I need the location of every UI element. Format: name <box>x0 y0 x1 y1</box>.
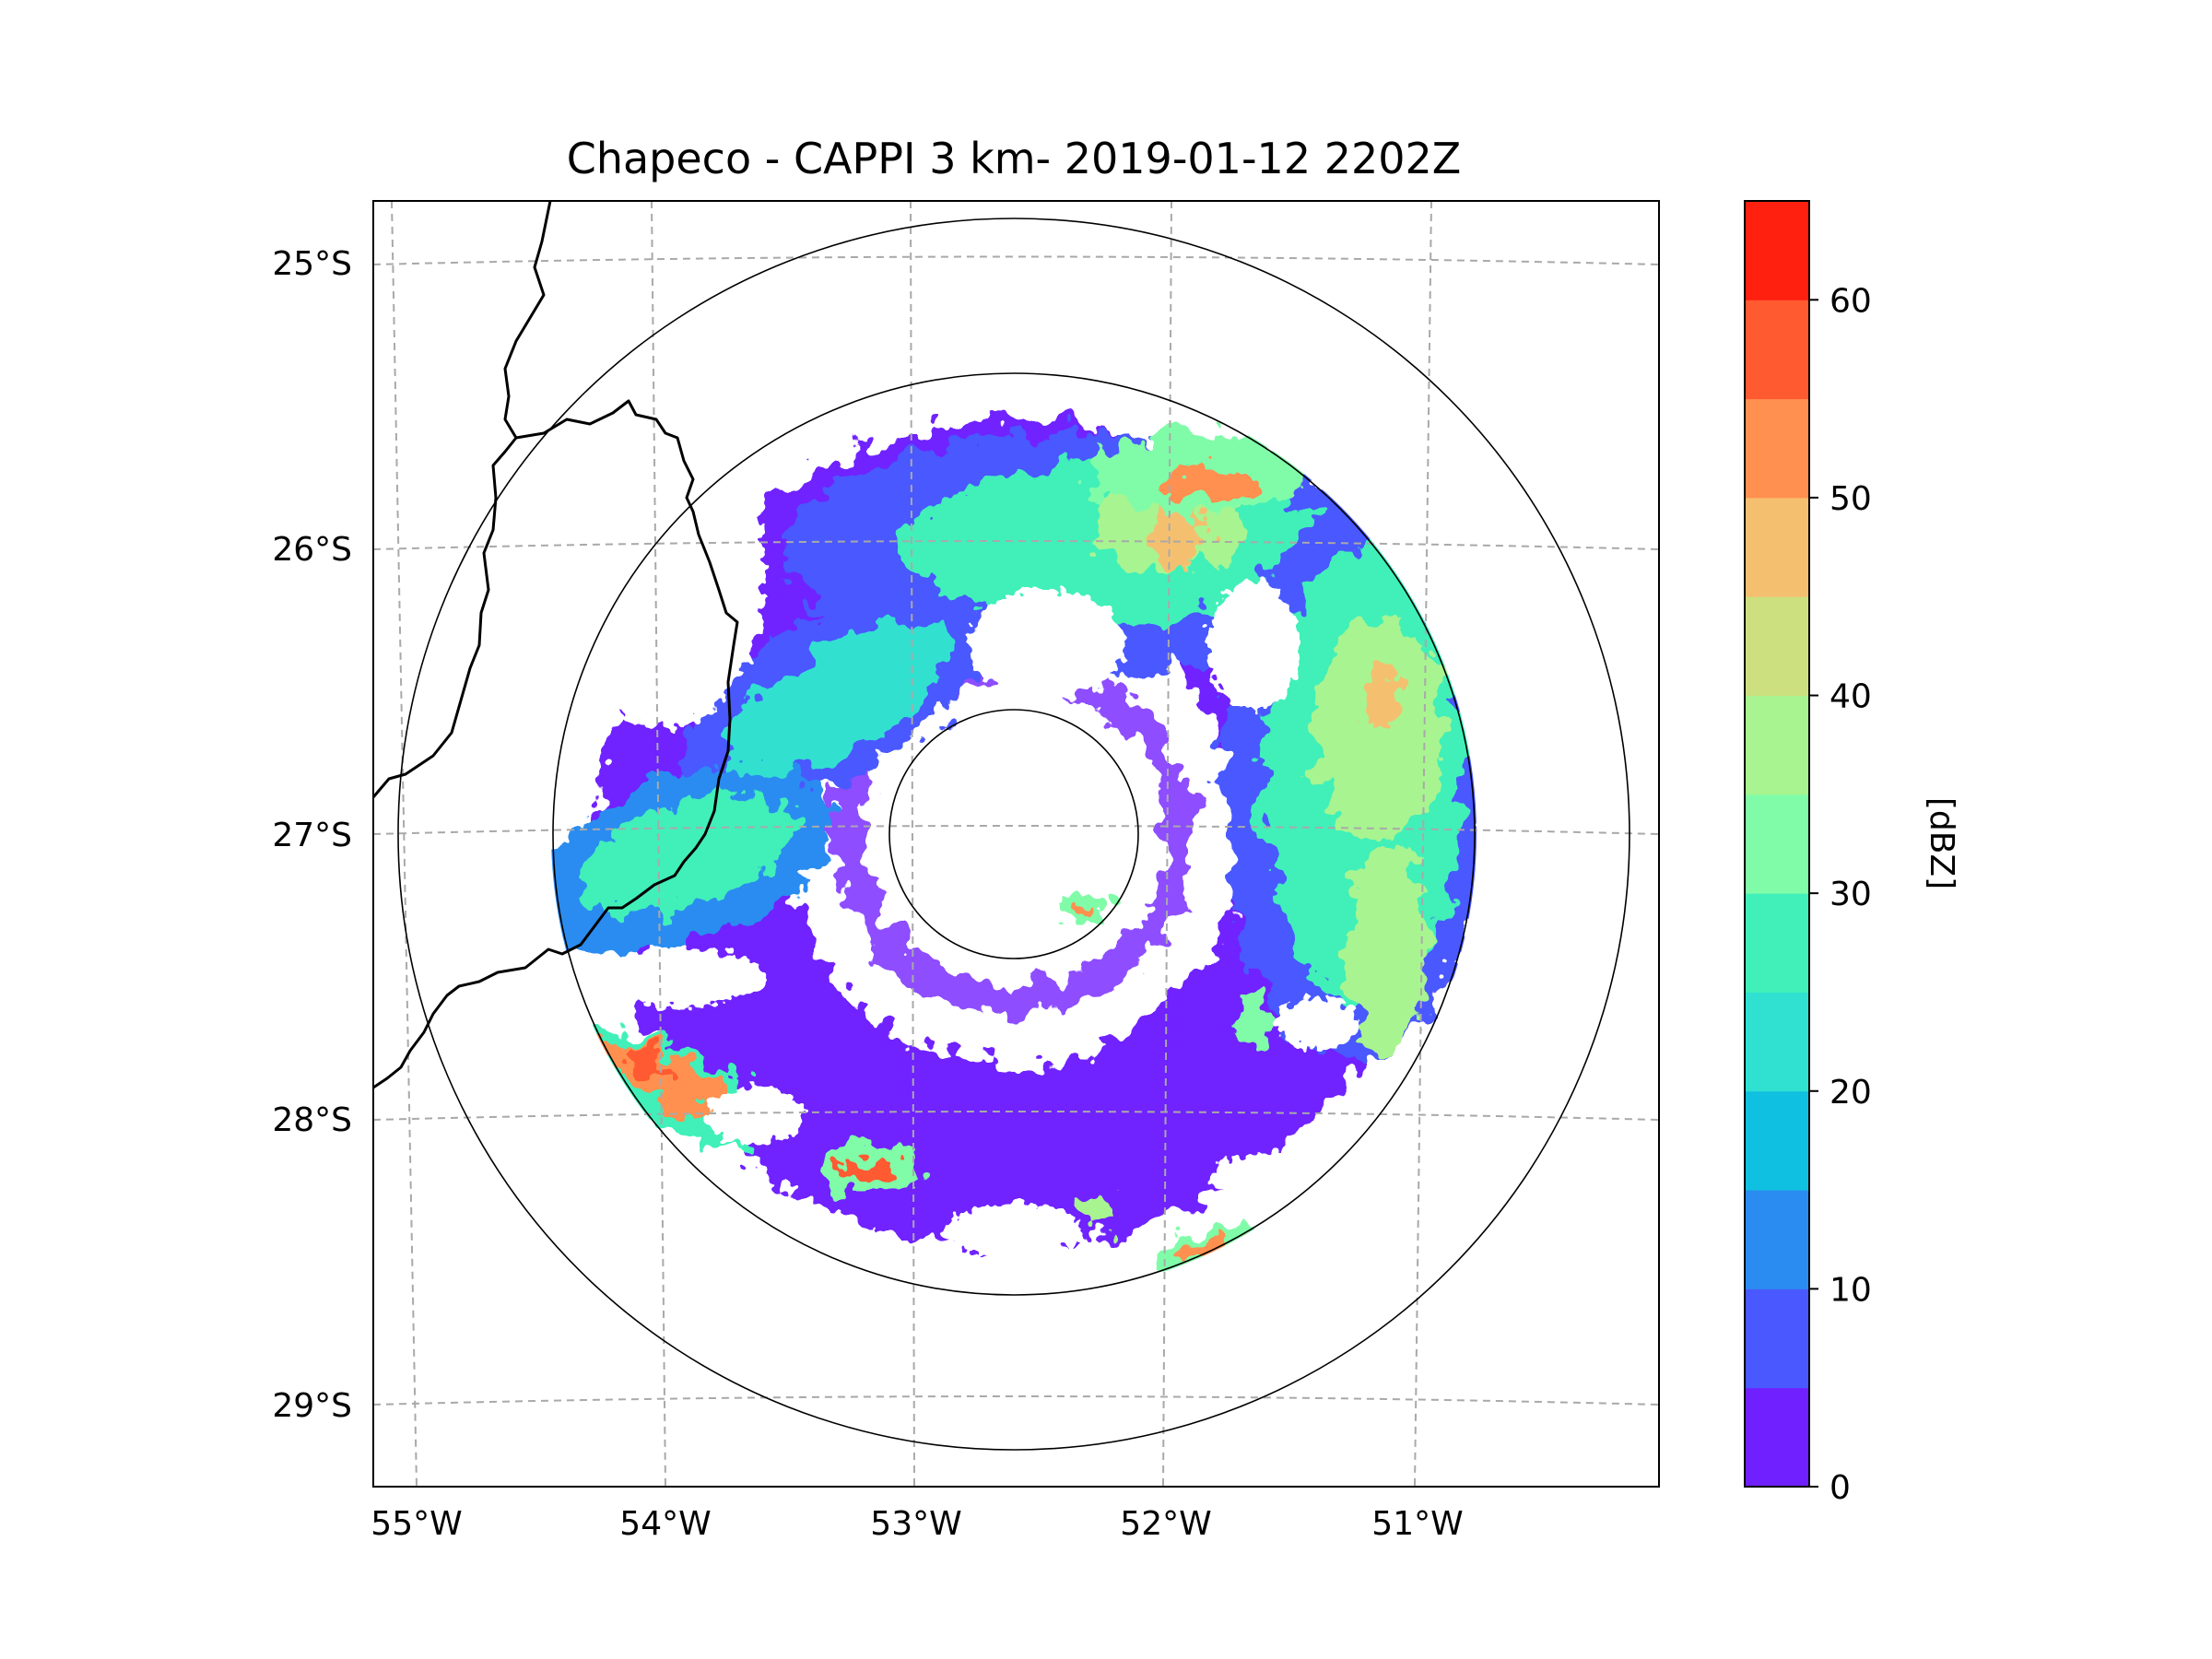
colorbar-bin-0-5 <box>1745 1387 1809 1488</box>
echo-southeast-core <box>1177 1236 1238 1262</box>
lat-tick-labels: 25°S 26°S 27°S 28°S 29°S <box>272 245 352 1425</box>
gridline-lon-55 <box>391 201 418 1487</box>
colorbar-bin-55-60 <box>1745 300 1809 400</box>
gap-northeast <box>1207 581 1300 710</box>
lon-tick-labels: 55°W 54°W 53°W 52°W 51°W <box>371 1505 1463 1543</box>
colorbar-tick-label: 40 <box>1830 678 1872 716</box>
lon-tick-label: 53°W <box>870 1505 961 1543</box>
gap-south <box>945 1203 1083 1258</box>
lat-tick-label: 27°S <box>272 817 352 854</box>
gridline-lon-53 <box>910 201 915 1487</box>
colorbar-tick-label: 30 <box>1830 876 1872 913</box>
range-ring-outer <box>397 218 1630 1451</box>
colorbar-tick-label: 0 <box>1830 1469 1851 1507</box>
echo-center-small-core <box>1070 904 1096 917</box>
echo-east-peak <box>1362 673 1403 728</box>
colorbar-ticks: 0 10 20 30 40 50 60 <box>1809 282 1872 1507</box>
range-rings <box>397 218 1630 1451</box>
lat-tick-label: 28°S <box>272 1101 352 1139</box>
colorbar-tick-label: 10 <box>1830 1271 1872 1309</box>
political-borders <box>373 201 739 1089</box>
colorbar-tick-label: 50 <box>1830 480 1872 518</box>
range-ring-middle <box>552 372 1476 1296</box>
chart-title: Chapeco - CAPPI 3 km- 2019-01-12 2202Z <box>567 134 1462 183</box>
colorbar-bin-45-50 <box>1745 497 1809 597</box>
echo-east-strong <box>1313 618 1442 839</box>
colorbar-bins <box>1745 201 1809 1488</box>
range-ring-inner <box>888 709 1139 959</box>
lon-tick-label: 51°W <box>1371 1505 1463 1543</box>
colorbar-bin-50-55 <box>1745 398 1809 499</box>
gridline-lon-52 <box>1162 201 1172 1487</box>
colorbar-tick-label: 60 <box>1830 282 1872 320</box>
colorbar-bin-20-25 <box>1745 992 1809 1092</box>
lon-tick-label: 55°W <box>371 1505 462 1543</box>
echo-south-small-2 <box>1233 995 1274 1051</box>
gap-east <box>1277 997 1359 1049</box>
gridline-lon-54 <box>651 201 666 1487</box>
gap-north-center <box>968 590 1124 700</box>
echo-southwest-peak <box>620 1043 670 1077</box>
colorbar-bin-15-20 <box>1745 1090 1809 1191</box>
lat-tick-label: 25°S <box>272 245 352 283</box>
echo-west-core <box>581 792 793 913</box>
gap-southwest-2 <box>705 1088 806 1143</box>
echo-northeast-peak <box>1166 467 1249 500</box>
echo-south-small <box>1078 1192 1115 1232</box>
echo-east-south <box>1346 848 1429 1051</box>
colorbar-bin-35-40 <box>1745 695 1809 795</box>
colorbar-bin-60-65 <box>1745 201 1809 300</box>
colorbar-label: [dBZ] <box>1923 797 1960 889</box>
colorbar-bin-10-15 <box>1745 1190 1809 1289</box>
lon-tick-label: 54°W <box>619 1505 711 1543</box>
border-paraguay-argentina <box>373 201 552 798</box>
echo-northwest-core <box>724 622 954 779</box>
lon-tick-label: 52°W <box>1120 1505 1211 1543</box>
echo-north-band-peak <box>1152 498 1207 571</box>
colorbar-frame <box>1744 200 1810 1488</box>
colorbar: 0 10 20 30 40 50 60 [dBZ] <box>1744 200 1960 1507</box>
lat-tick-label: 29°S <box>272 1387 352 1425</box>
gap-southeast <box>1212 1152 1313 1207</box>
gridline-lon-51 <box>1414 201 1432 1487</box>
gridlines <box>373 201 1659 1487</box>
colorbar-tick-label: 20 <box>1830 1074 1872 1112</box>
map-area <box>372 200 1660 1488</box>
gap-southwest-1 <box>599 947 765 1006</box>
map-frame <box>372 200 1660 1488</box>
lat-tick-label: 26°S <box>272 531 352 569</box>
colorbar-bin-30-35 <box>1745 794 1809 894</box>
border-argentina-brazil <box>373 399 739 1089</box>
colorbar-bin-25-30 <box>1745 893 1809 993</box>
colorbar-bin-5-10 <box>1745 1288 1809 1389</box>
reflectivity-field <box>551 415 1477 1274</box>
colorbar-bin-40-45 <box>1745 596 1809 697</box>
echo-south-core <box>837 1158 896 1180</box>
